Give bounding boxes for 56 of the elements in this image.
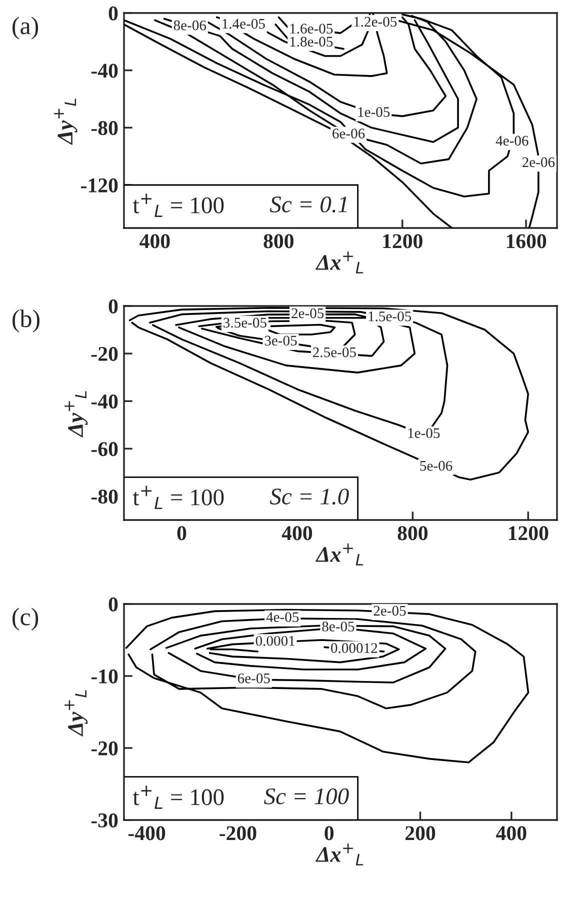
annotation: Sc = 100 — [264, 788, 349, 804]
y-tick-label: -20 — [91, 346, 118, 361]
x-axis-title: Δx$^{+}$$_{L}$ — [316, 543, 364, 566]
x-tick-label: -400 — [128, 826, 166, 840]
annotation: 1.4e-05 — [222, 18, 265, 29]
x-tick-label: 1600 — [506, 234, 546, 248]
y-tick-label: -80 — [91, 121, 118, 136]
annotation: 3e-05 — [264, 336, 297, 346]
chart-title: (b) — [12, 310, 40, 332]
x-axis-title: Δx$^{+}$$_{L}$ — [316, 251, 364, 274]
y-tick-label: -10 — [91, 669, 118, 684]
y-axis-title: Δy$^{+}$$_{L}$ — [54, 98, 78, 145]
y-tick-label: -60 — [91, 442, 118, 456]
x-tick-label: 800 — [264, 234, 294, 248]
y-tick-label: 0 — [108, 597, 118, 612]
x-tick-label: 400 — [282, 526, 312, 540]
y-axis-title: Δy$^{+}$$_{L}$ — [64, 690, 88, 736]
x-tick-label: 0 — [324, 826, 334, 840]
x-tick-label: 400 — [140, 234, 170, 248]
annotation: 1.5e-05 — [368, 311, 412, 322]
annotation: Sc = 0.1 — [270, 196, 347, 213]
y-tick-label: -80 — [91, 490, 118, 504]
annotation: 3.5e-05 — [224, 318, 266, 328]
annotation: t$^{+}$$_{L}$ = 100 — [132, 786, 224, 809]
chart-title: (c) — [12, 608, 38, 630]
x-tick-label: 800 — [398, 526, 428, 540]
x-tick-label: 200 — [406, 826, 436, 840]
y-tick-label: 0 — [108, 299, 118, 314]
x-tick-label: -200 — [220, 826, 256, 840]
chart-title: (a) — [12, 16, 38, 40]
x-tick-label: 400 — [496, 826, 526, 840]
annotation: 2e-05 — [374, 606, 406, 616]
y-tick-label: -120 — [81, 178, 118, 192]
y-tick-label: 0 — [108, 6, 118, 20]
annotation: 5e-06 — [420, 460, 452, 471]
annotation: 2e-05 — [292, 308, 324, 318]
annotation: 2.5e-05 — [313, 347, 356, 358]
annotation: 4e-06 — [496, 136, 528, 146]
annotation: 1.6e-05 — [290, 24, 333, 34]
y-tick-label: -20 — [91, 741, 118, 756]
y-axis-title: Δy$^{+}$$_{L}$ — [64, 391, 88, 438]
annotation: t$^{+}$$_{L}$ = 100 — [132, 486, 224, 510]
y-tick-label: -30 — [91, 813, 118, 828]
annotation: 1.2e-05 — [354, 16, 397, 27]
annotation: 1.8e-05 — [290, 36, 333, 47]
x-axis-title: Δx$^{+}$$_{L}$ — [316, 843, 364, 866]
y-tick-label: -40 — [91, 394, 118, 409]
x-tick-label: 1200 — [508, 526, 548, 540]
annotation: 2e-06 — [522, 157, 555, 168]
y-tick-label: -40 — [91, 64, 118, 78]
annotation: 8e-06 — [174, 20, 206, 30]
x-tick-label: 1200 — [383, 234, 422, 248]
x-tick-label: 0 — [177, 526, 186, 540]
annotation: t$^{+}$$_{L}$ = 100 — [132, 194, 224, 217]
annotation: 0.00012 — [331, 643, 378, 654]
annotation: Sc = 1.0 — [270, 488, 349, 505]
